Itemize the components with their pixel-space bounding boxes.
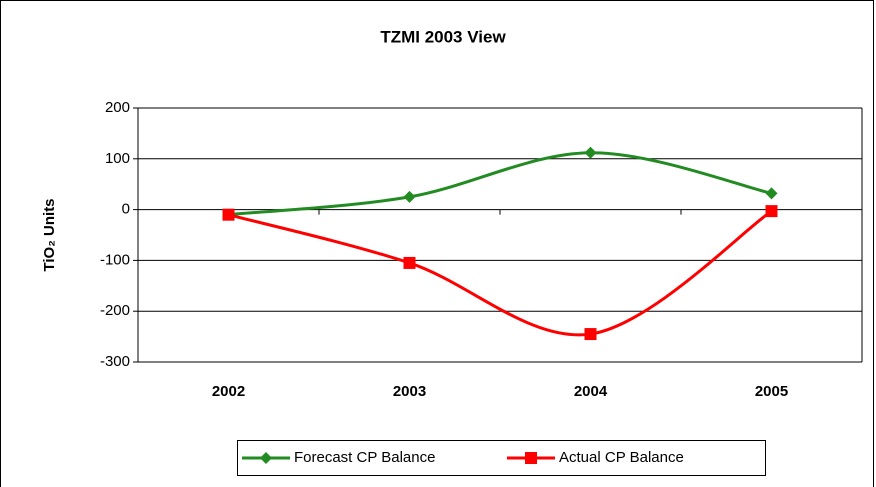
- data-point: [403, 190, 416, 203]
- data-point: [403, 256, 416, 269]
- data-point: [222, 208, 235, 221]
- y-tick-label: 0: [122, 201, 130, 218]
- legend-label: Forecast CP Balance: [294, 449, 435, 466]
- y-tick-label: 200: [105, 99, 130, 116]
- x-tick-label: 2003: [393, 383, 426, 400]
- data-point: [584, 146, 597, 159]
- y-tick-label: -200: [100, 302, 130, 319]
- data-point: [765, 205, 778, 218]
- y-tick-label: -300: [100, 353, 130, 370]
- legend-label: Actual CP Balance: [559, 449, 684, 466]
- legend-marker: [525, 452, 537, 464]
- y-tick-label: -100: [100, 251, 130, 268]
- chart-title: TZMI 2003 View: [380, 27, 506, 46]
- series-line: [228, 151, 772, 217]
- data-point: [584, 328, 597, 341]
- x-tick-label: 2002: [212, 383, 245, 400]
- y-tick-label: 100: [105, 150, 130, 167]
- y-axis-label: TiO₂ Units: [41, 198, 58, 271]
- legend-box: [237, 440, 766, 476]
- x-tick-label: 2005: [755, 383, 788, 400]
- x-tick-label: 2004: [574, 383, 608, 400]
- series-line: [228, 209, 773, 337]
- legend-marker: [260, 452, 272, 464]
- data-point: [765, 187, 778, 200]
